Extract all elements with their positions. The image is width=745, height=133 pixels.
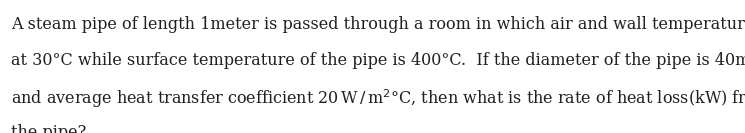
Text: the pipe?: the pipe? <box>11 124 86 133</box>
Text: and average heat transfer coefficient 20$\,$W$\,/\,$m$^{2}$°C, then what is the : and average heat transfer coefficient 20… <box>11 88 745 111</box>
Text: at 30°C while surface temperature of the pipe is 400°C.  If the diameter of the : at 30°C while surface temperature of the… <box>11 52 745 69</box>
Text: A steam pipe of length 1meter is passed through a room in which air and wall tem: A steam pipe of length 1meter is passed … <box>11 16 745 33</box>
